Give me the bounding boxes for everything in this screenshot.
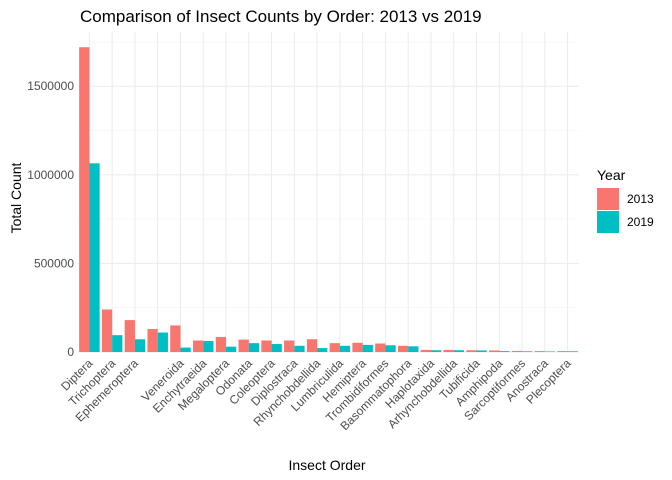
bar-2013-megaloptera (215, 336, 227, 352)
chart-title: Comparison of Insect Counts by Order: 20… (80, 7, 482, 26)
bar-2013-enchytraeida (193, 340, 204, 352)
bar-2019-sarcoptiformes (522, 351, 533, 352)
bar-2013-tubificida (466, 350, 477, 352)
legend-swatch-2019 (597, 211, 619, 233)
bar-2019-basommatophora (408, 346, 419, 352)
bar-2013-hemiptera (352, 342, 363, 352)
bar-2013-rhynchobdellida (306, 339, 318, 352)
bar-2019-ephemeroptera (134, 339, 146, 352)
y-axis-title: Total Count (8, 162, 24, 233)
legend-title: Year (597, 167, 626, 183)
bar-2019-rhynchobdellida (317, 348, 328, 352)
bar-2013-basommatophora (397, 345, 409, 352)
bar-2013-trombidiformes (375, 343, 386, 352)
bar-2019-diplostraca (294, 345, 305, 352)
x-axis-title: Insect Order (288, 457, 365, 473)
bar-2013-trichoptera (101, 309, 113, 352)
legend: Year 2013 2019 (597, 167, 654, 233)
bar-2019-lumbriculida (339, 345, 351, 352)
bar-2013-diplostraca (284, 340, 295, 352)
bar-2013-lumbriculida (329, 343, 340, 352)
bar-2019-amphipoda (499, 351, 510, 352)
y-tick-label: 500000 (34, 256, 74, 270)
plot-area: 050000010000001500000DipteraTrichopteraE… (27, 32, 579, 433)
bar-2019-megaloptera (226, 346, 237, 352)
bar-2019-tubificida (476, 350, 487, 352)
legend-label-2013: 2013 (627, 192, 654, 206)
bar-2019-veneroida (180, 347, 191, 352)
bar-2013-sarcoptiformes (511, 350, 523, 352)
y-tick-label: 1500000 (27, 79, 74, 93)
bar-2013-anostraca (534, 351, 545, 352)
bar-2019-trombidiformes (385, 345, 396, 352)
bar-2013-diptera (79, 47, 90, 353)
bar-2019-diptera (89, 163, 100, 352)
bar-2019-unlabeled (157, 332, 168, 352)
bar-2019-hemiptera (362, 344, 373, 352)
bar-2019-enchytraeida (203, 341, 214, 352)
legend-label-2019: 2019 (627, 215, 654, 229)
bar-2019-coleoptera (271, 344, 282, 352)
bar-2019-anostraca (544, 351, 556, 352)
bar-2019-arhynchobdellida (453, 350, 464, 352)
y-tick-label: 1000000 (27, 168, 74, 182)
bar-2019-odonata (248, 343, 260, 352)
y-tick-label: 0 (67, 345, 74, 359)
bar-2019-plecoptera (567, 351, 578, 352)
bar-2019-trichoptera (112, 335, 123, 352)
bar-2013-haplotaxida (420, 349, 431, 352)
bar-2013-odonata (238, 339, 249, 352)
bar-2019-haplotaxida (430, 350, 442, 352)
bar-2013-amphipoda (489, 350, 500, 352)
bar-2013-unlabeled (147, 328, 158, 352)
legend-swatch-2013 (597, 188, 619, 210)
bar-2013-arhynchobdellida (443, 349, 454, 352)
bar-2013-veneroida (170, 325, 181, 352)
bar-2013-coleoptera (261, 340, 272, 352)
bar-2013-plecoptera (557, 351, 568, 352)
bar-2013-ephemeroptera (124, 320, 135, 352)
